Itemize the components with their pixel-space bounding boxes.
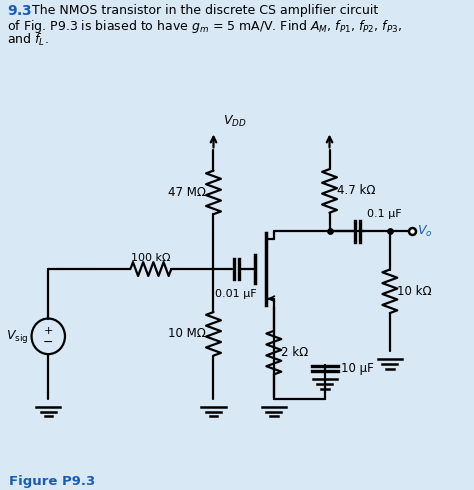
Text: −: − — [43, 336, 54, 349]
Text: $\mathbf{9.3}$: $\mathbf{9.3}$ — [8, 4, 33, 18]
Text: The NMOS transistor in the discrete CS amplifier circuit: The NMOS transistor in the discrete CS a… — [33, 4, 379, 17]
Text: 47 MΩ: 47 MΩ — [168, 186, 206, 199]
Text: 10 μF: 10 μF — [341, 363, 374, 375]
Text: 0.1 μF: 0.1 μF — [367, 209, 401, 219]
Text: 10 MΩ: 10 MΩ — [168, 327, 206, 341]
Text: Figure P9.3: Figure P9.3 — [9, 475, 96, 488]
Text: $V_{DD}$: $V_{DD}$ — [223, 114, 246, 128]
Text: +: + — [44, 326, 53, 336]
Text: 4.7 kΩ: 4.7 kΩ — [337, 184, 375, 197]
Text: and $f_L$.: and $f_L$. — [8, 32, 49, 48]
Text: 100 kΩ: 100 kΩ — [131, 253, 171, 263]
Text: 0.01 μF: 0.01 μF — [215, 289, 257, 299]
Text: 10 kΩ: 10 kΩ — [397, 285, 432, 298]
Text: 2 kΩ: 2 kΩ — [281, 346, 309, 359]
Text: $V_o$: $V_o$ — [417, 224, 432, 239]
Text: $V_{\rm sig}$: $V_{\rm sig}$ — [7, 328, 29, 345]
Text: of Fig. P9.3 is biased to have $g_m$ = 5 mA/V. Find $A_M$, $f_{P1}$, $f_{P2}$, $: of Fig. P9.3 is biased to have $g_m$ = 5… — [8, 18, 402, 35]
